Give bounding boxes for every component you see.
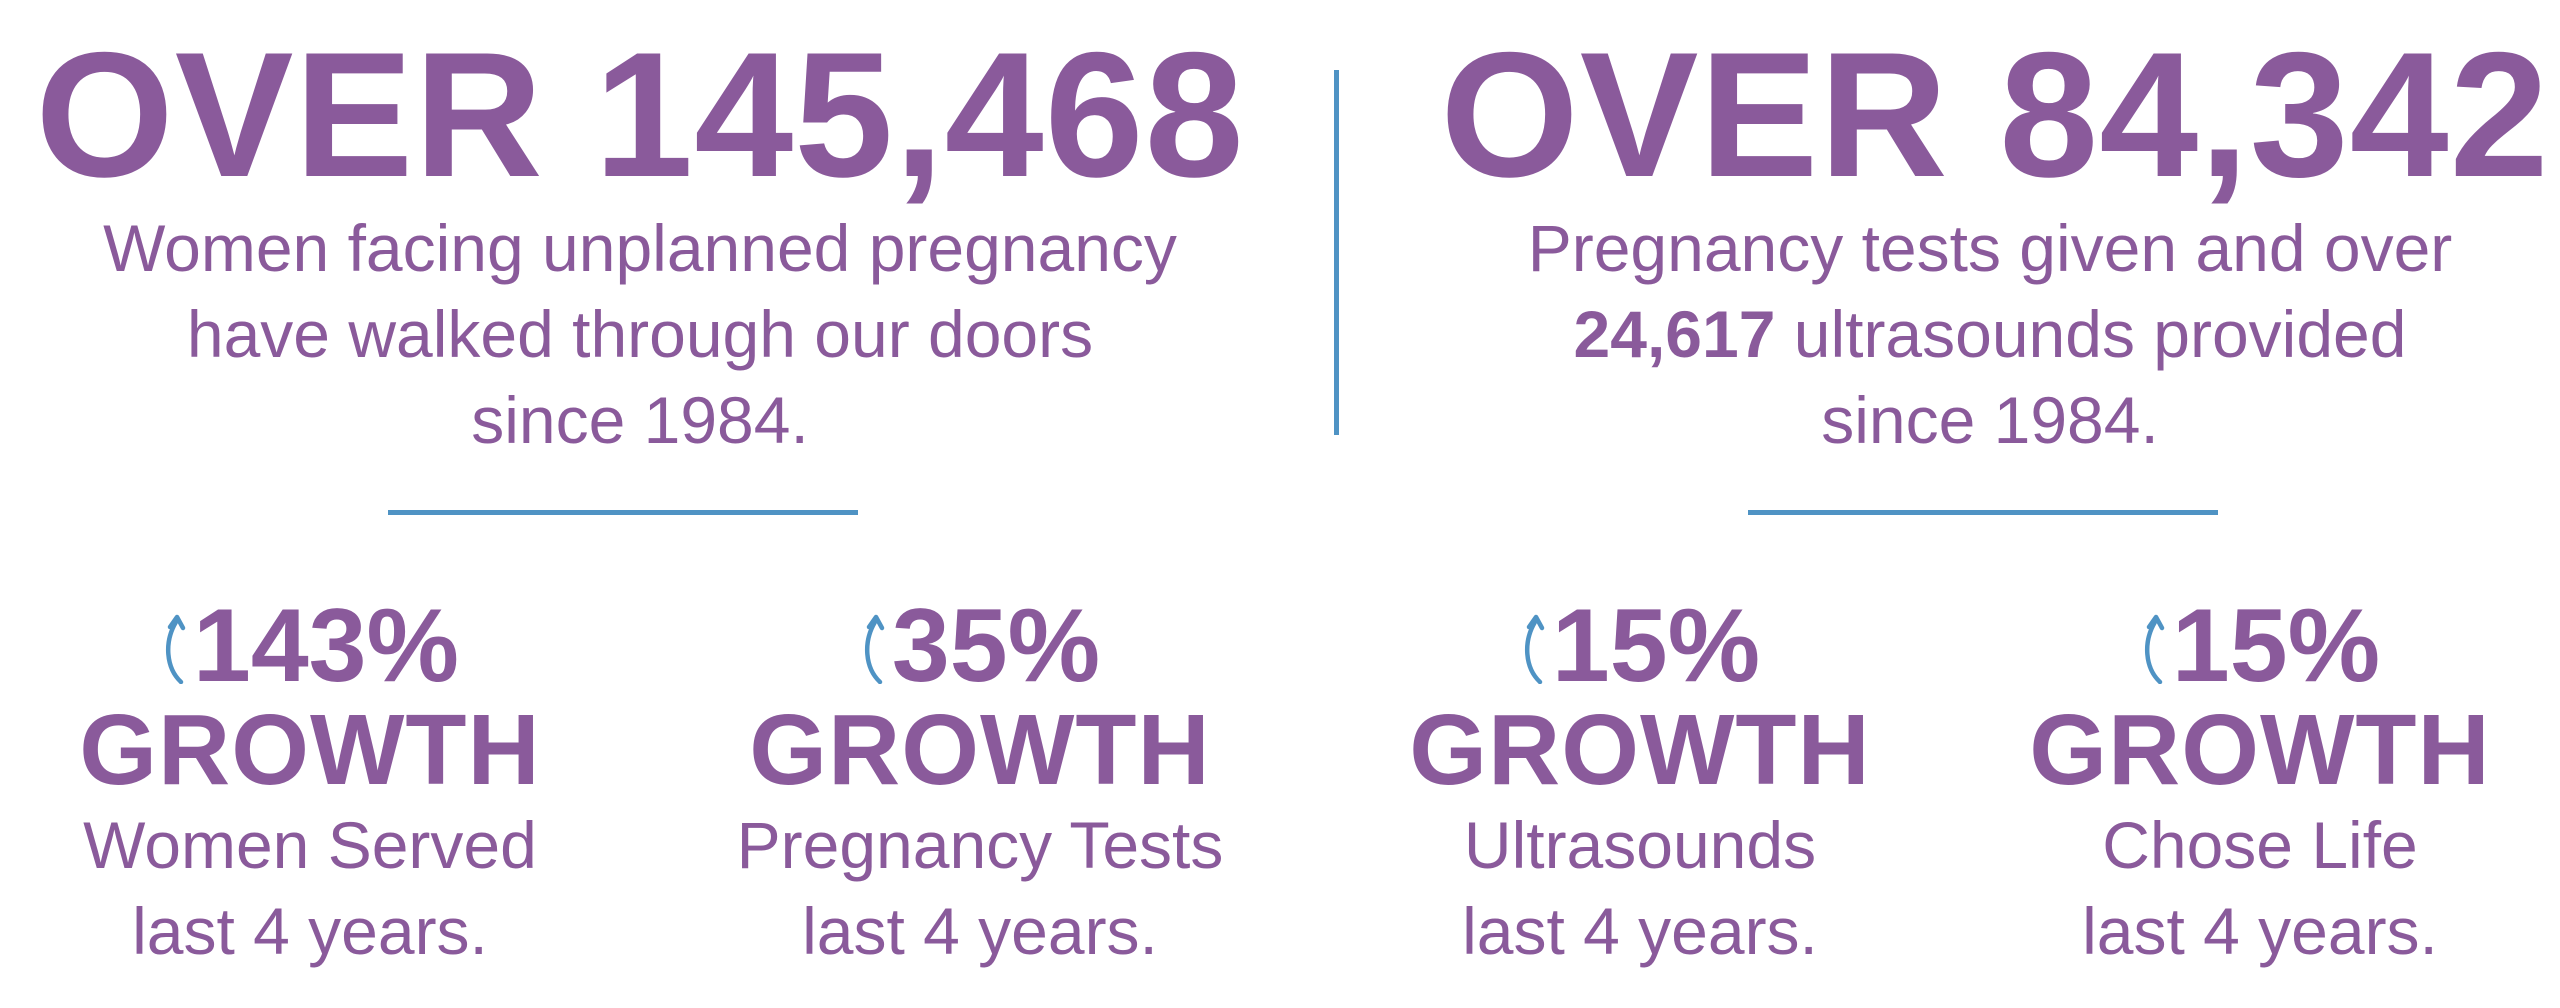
stat-percent-row: 15% — [1980, 592, 2540, 700]
description-line: Pregnancy tests given and over — [1527, 211, 2453, 285]
stat-chose-life: 15% GROWTH Chose Life last 4 years. — [1980, 592, 2540, 974]
stat-pregnancy-tests: 35% GROWTH Pregnancy Tests last 4 years. — [700, 592, 1260, 974]
stat-ultrasounds: 15% GROWTH Ultrasounds last 4 years. — [1360, 592, 1920, 974]
curved-up-arrow-icon — [2144, 614, 2165, 684]
description-text: ultrasounds provided — [1775, 297, 2407, 371]
description-line: have walked through our doors — [186, 297, 1094, 371]
stat-growth-label: GROWTH — [1409, 694, 1871, 806]
pregnancy-tests-description: Pregnancy tests given and over 24,617 ul… — [1420, 205, 2560, 463]
women-served-description: Women facing unplanned pregnancy have wa… — [20, 205, 1260, 463]
stat-label: Chose Life — [2102, 808, 2418, 882]
stat-period: last 4 years. — [802, 894, 1158, 968]
curved-up-arrow-icon — [864, 614, 885, 684]
stat-growth-label: GROWTH — [749, 694, 1211, 806]
pregnancy-tests-headline: OVER 84,342 — [1440, 15, 2550, 214]
description-line: since 1984. — [471, 383, 809, 457]
stat-women-served: 143% GROWTH Women Served last 4 years. — [30, 592, 590, 974]
stat-percent-row: 143% — [30, 592, 590, 700]
stat-label: Women Served — [83, 808, 537, 882]
vertical-divider — [1334, 70, 1339, 435]
stat-percent: 15% — [1551, 588, 1761, 704]
stat-growth-label: GROWTH — [2029, 694, 2491, 806]
stat-period: last 4 years. — [132, 894, 488, 968]
description-line: Women facing unplanned pregnancy — [103, 211, 1177, 285]
stat-percent-row: 15% — [1360, 592, 1920, 700]
stat-label: Pregnancy Tests — [736, 808, 1224, 882]
women-served-headline: OVER 145,468 — [35, 15, 1245, 214]
ultrasound-count: 24,617 — [1573, 297, 1776, 371]
stat-period: last 4 years. — [2082, 894, 2438, 968]
description-line: 24,617 ultrasounds provided — [1420, 291, 2560, 377]
stat-label: Ultrasounds — [1463, 808, 1817, 882]
curved-up-arrow-icon — [165, 614, 186, 684]
horizontal-divider-right — [1748, 510, 2218, 515]
stat-percent: 15% — [2171, 588, 2381, 704]
stat-percent-row: 35% — [700, 592, 1260, 700]
horizontal-divider-left — [388, 510, 858, 515]
curved-up-arrow-icon — [1524, 614, 1545, 684]
stat-period: last 4 years. — [1462, 894, 1818, 968]
description-line: since 1984. — [1821, 383, 2159, 457]
stat-percent: 143% — [193, 588, 459, 704]
stat-percent: 35% — [891, 588, 1101, 704]
stat-growth-label: GROWTH — [79, 694, 541, 806]
